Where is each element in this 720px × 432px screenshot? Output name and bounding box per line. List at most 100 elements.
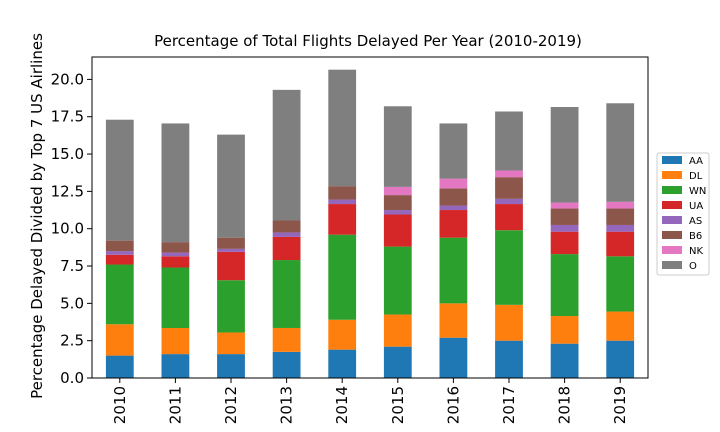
plot-frame <box>91 56 649 379</box>
y-tick-label: 10.0 <box>51 220 84 238</box>
bar-segment-ua-2016 <box>439 210 468 238</box>
bar-segment-aa-2017 <box>495 340 523 378</box>
legend-swatch-aa <box>662 156 682 164</box>
bar-segment-dl-2016 <box>439 303 468 338</box>
bar-segment-aa-2010 <box>105 355 134 378</box>
bar-segment-o-2017 <box>495 111 523 171</box>
bar-segment-as-2019 <box>606 224 635 232</box>
bar-segment-ua-2014 <box>328 204 357 235</box>
y-axis: 0.0 2.5 5.0 7.5 10.0 12.5 15.0 17.5 20.0 <box>51 70 92 387</box>
bar-segment-dl-2014 <box>328 319 357 350</box>
bar-segment-as-2013 <box>272 232 301 237</box>
bar-segment-as-2017 <box>495 198 523 205</box>
bar-segment-nk-2015 <box>383 186 412 196</box>
bar-segment-o-2011 <box>161 123 190 243</box>
legend-label-o: O <box>689 261 697 272</box>
bar-segment-dl-2013 <box>272 327 301 352</box>
bar-segment-as-2010 <box>105 251 134 255</box>
bar-segment-wn-2017 <box>495 230 523 305</box>
bar-segment-as-2018 <box>550 224 579 232</box>
bar-segment-ua-2019 <box>606 231 635 257</box>
bar-segment-dl-2019 <box>606 311 635 341</box>
y-tick-label: 5.0 <box>60 294 84 312</box>
bar-segment-nk-2017 <box>495 170 523 178</box>
legend-swatch-b6 <box>662 231 682 239</box>
bar-segment-wn-2016 <box>439 237 468 304</box>
bar-segment-o-2019 <box>606 103 635 202</box>
bar-segment-wn-2011 <box>161 267 190 328</box>
x-tick-label: 2019 <box>611 386 629 424</box>
legend-label-dl: DL <box>689 171 703 182</box>
legend-label-nk: NK <box>689 246 703 257</box>
bar-segment-b6-2019 <box>606 208 635 225</box>
bar-segment-o-2015 <box>383 106 412 187</box>
legend-swatch-nk <box>662 246 682 254</box>
bar-segment-wn-2010 <box>105 264 134 325</box>
x-tick-label: 2013 <box>278 386 296 424</box>
x-tick-label: 2015 <box>389 386 407 424</box>
x-tick-label: 2017 <box>500 386 518 424</box>
bar-segment-aa-2019 <box>606 340 635 378</box>
x-tick-label: 2011 <box>166 386 184 424</box>
legend-label-as: AS <box>689 216 702 227</box>
bar-segment-ua-2013 <box>272 236 301 261</box>
bar-segment-o-2013 <box>272 89 301 221</box>
bar-segment-dl-2011 <box>161 327 190 355</box>
y-tick-label: 17.5 <box>51 108 84 126</box>
bar-segment-aa-2012 <box>217 354 245 378</box>
bar-segment-o-2018 <box>550 107 579 203</box>
bar-segment-wn-2013 <box>272 260 301 328</box>
bar-segment-nk-2018 <box>550 202 579 209</box>
bar-segment-as-2014 <box>328 199 357 205</box>
x-tick-label: 2016 <box>444 386 462 424</box>
x-tick-label: 2014 <box>333 386 351 424</box>
legend-swatch-o <box>662 261 682 269</box>
bar-segment-as-2016 <box>439 205 468 211</box>
chart-title: Percentage of Total Flights Delayed Per … <box>154 32 582 50</box>
bar-segment-as-2011 <box>161 252 190 257</box>
bar-segment-aa-2018 <box>550 343 579 378</box>
bar-segment-wn-2015 <box>383 246 412 315</box>
bar-segment-o-2010 <box>105 119 134 241</box>
bar-segment-ua-2017 <box>495 204 523 231</box>
bar-segment-ua-2015 <box>383 214 412 247</box>
bar-segment-ua-2018 <box>550 231 579 255</box>
y-tick-label: 15.0 <box>51 145 84 163</box>
y-axis-label: Percentage Delayed Divided by Top 7 US A… <box>28 33 46 399</box>
x-tick-label: 2018 <box>556 386 574 424</box>
bar-segment-nk-2019 <box>606 201 635 209</box>
bar-segment-ua-2011 <box>161 256 190 268</box>
bar-segment-aa-2014 <box>328 349 357 378</box>
bar-segment-dl-2015 <box>383 314 412 347</box>
bar-segment-dl-2017 <box>495 304 523 341</box>
bar-segment-wn-2019 <box>606 256 635 312</box>
bar-segment-b6-2017 <box>495 177 523 199</box>
legend-swatch-ua <box>662 201 682 209</box>
bar-segment-dl-2010 <box>105 324 134 356</box>
bar-segment-b6-2011 <box>161 242 190 253</box>
x-tick-label: 2010 <box>111 386 129 424</box>
legend-label-wn: WN <box>689 186 706 197</box>
bars-group <box>105 69 635 378</box>
legend-box <box>656 152 710 276</box>
bar-segment-aa-2011 <box>161 354 190 378</box>
y-tick-label: 20.0 <box>51 70 84 88</box>
bar-segment-wn-2018 <box>550 254 579 317</box>
bar-segment-b6-2013 <box>272 220 301 233</box>
bar-segment-o-2014 <box>328 69 357 187</box>
legend-label-aa: AA <box>689 156 703 167</box>
bar-segment-b6-2015 <box>383 195 412 211</box>
bar-segment-aa-2013 <box>272 351 301 378</box>
legend-label-b6: B6 <box>689 231 702 242</box>
bar-segment-o-2016 <box>439 123 468 179</box>
legend-swatch-as <box>662 216 682 224</box>
bar-segment-aa-2016 <box>439 337 468 378</box>
bar-segment-nk-2016 <box>439 178 468 189</box>
bar-segment-ua-2010 <box>105 254 134 265</box>
bar-segment-b6-2016 <box>439 188 468 206</box>
bar-segment-aa-2015 <box>383 346 412 378</box>
bar-segment-as-2015 <box>383 210 412 215</box>
bar-segment-dl-2018 <box>550 316 579 344</box>
legend: AA DL WN UA AS B6 NK O <box>656 152 710 276</box>
